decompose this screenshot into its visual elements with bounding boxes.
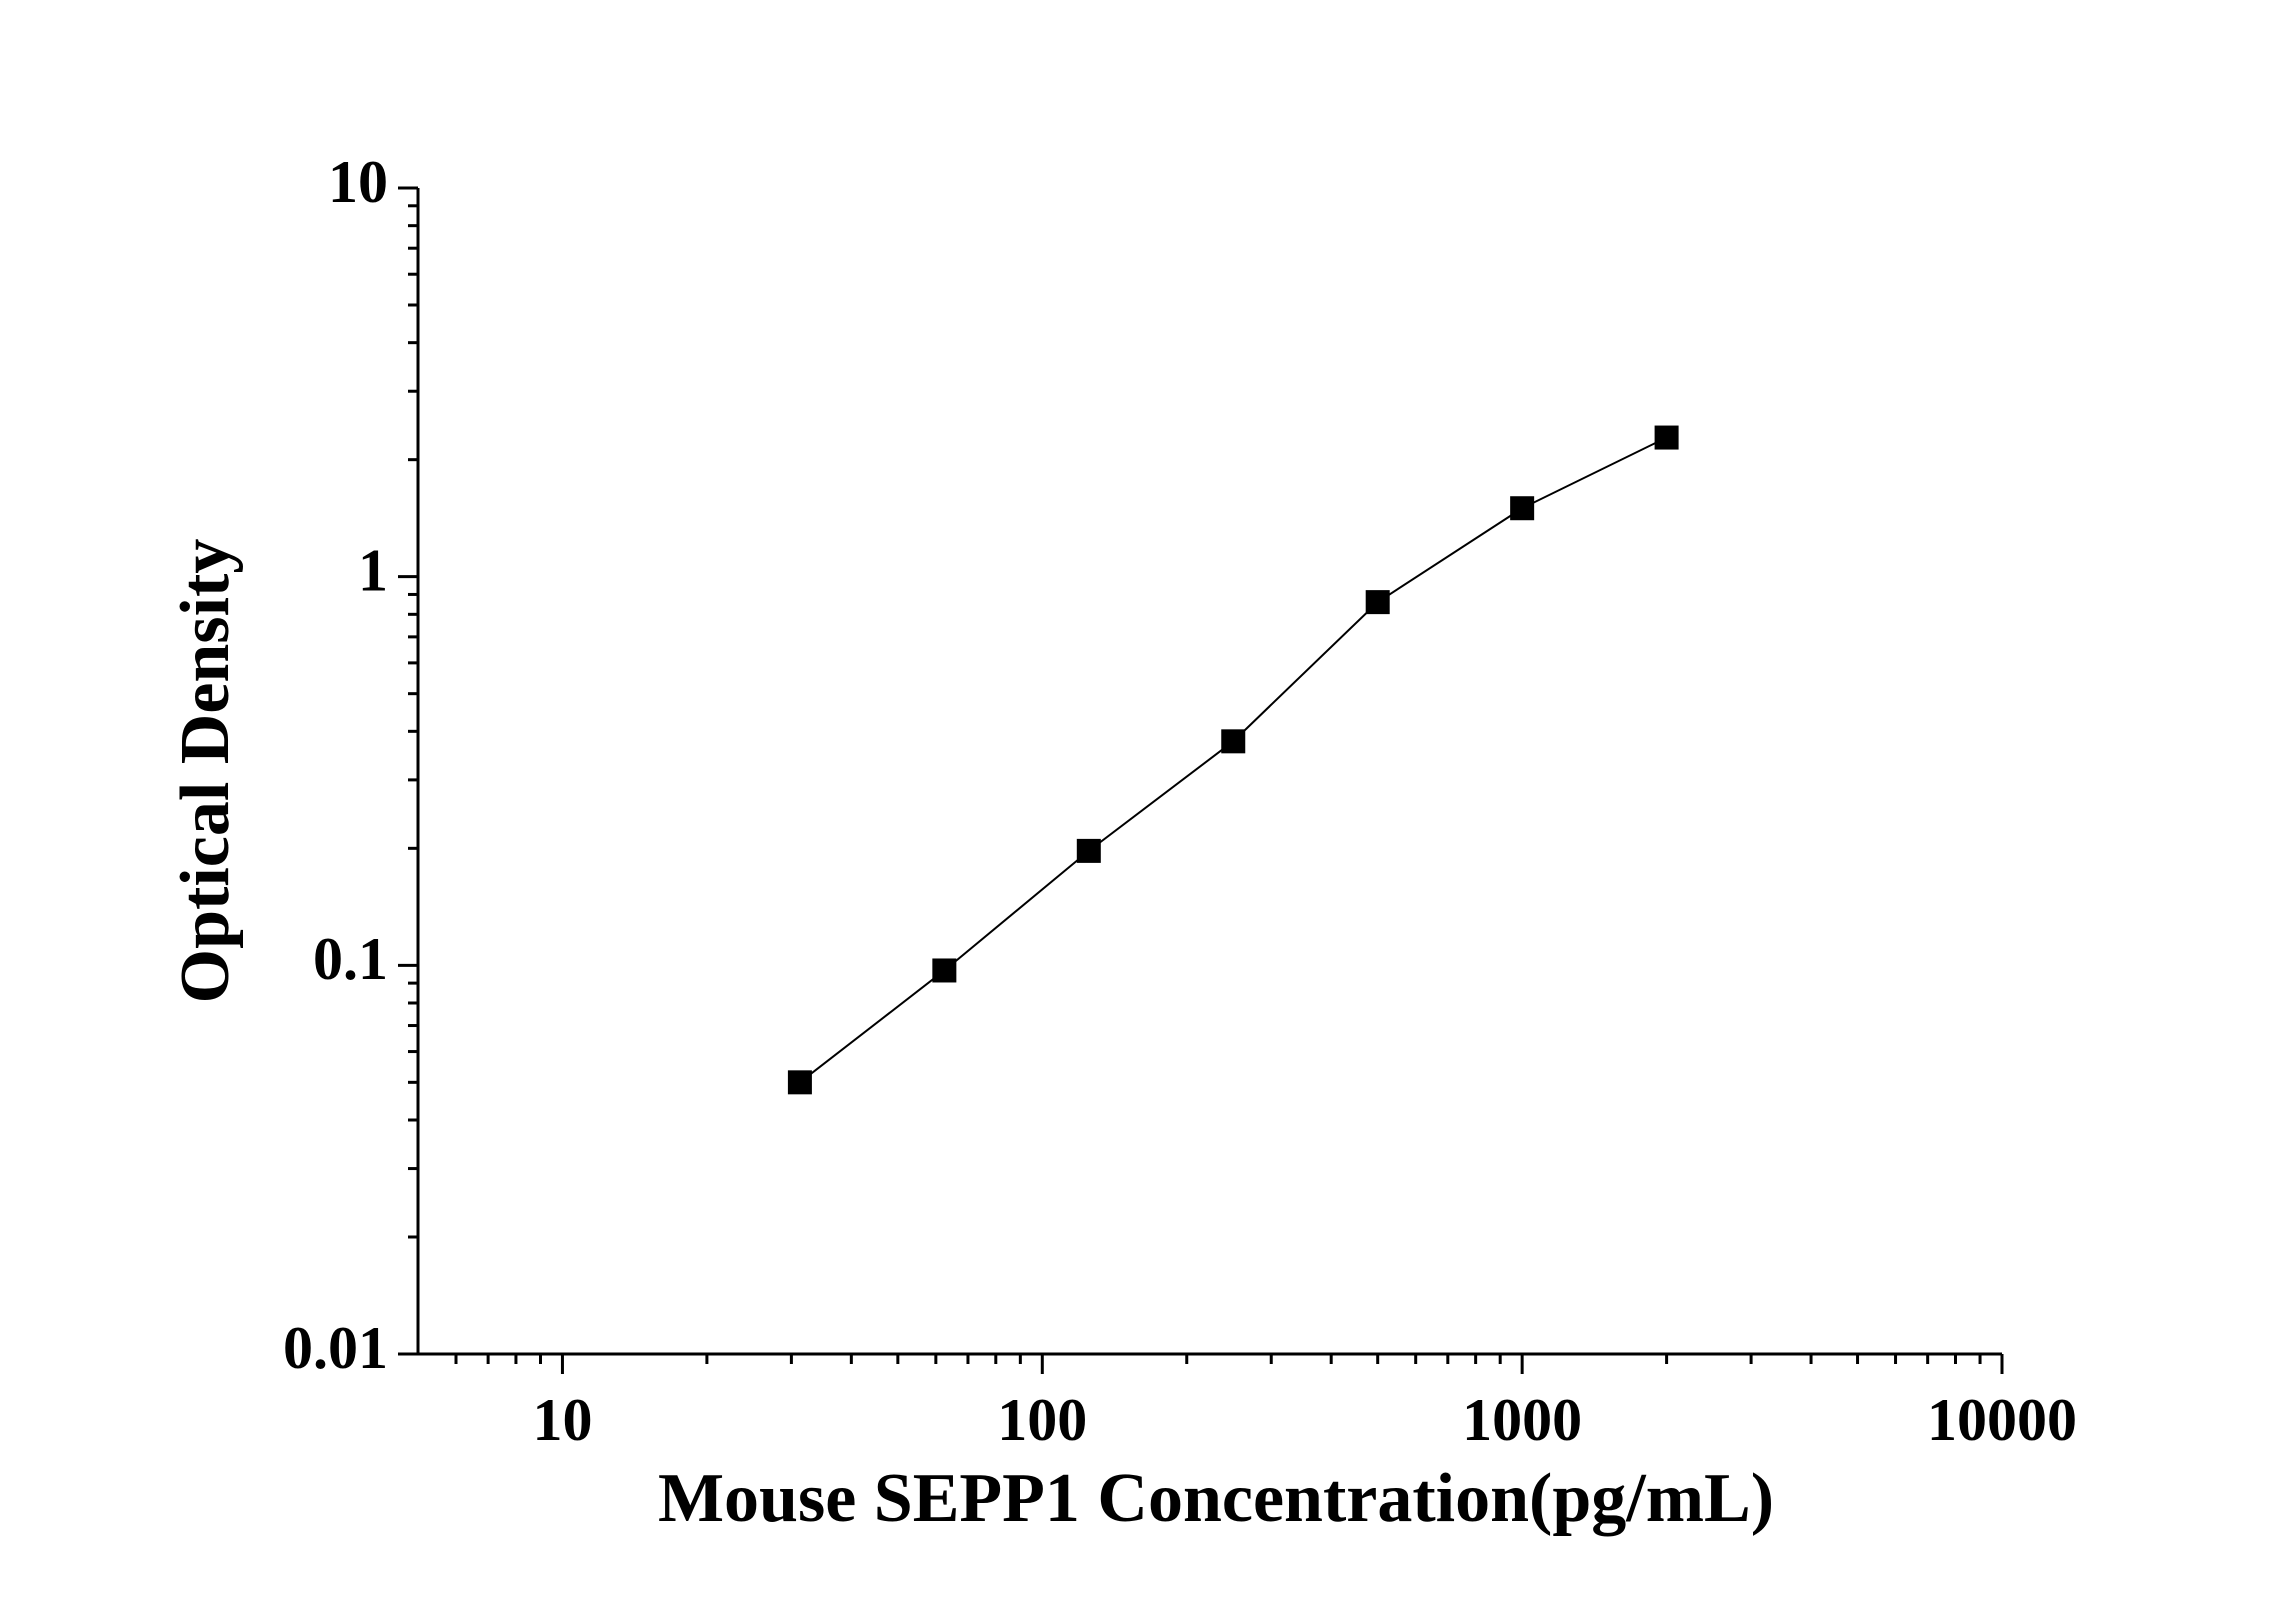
marker (1510, 496, 1535, 521)
x-tick-label: 100 (997, 1387, 1087, 1453)
x-axis-title: Mouse SEPP1 Concentration(pg/mL) (658, 1460, 1774, 1537)
y-tick-label: 1 (358, 537, 388, 603)
x-tick-label: 10 (532, 1387, 592, 1453)
x-tick-label: 10000 (1927, 1387, 2077, 1453)
x-tick-label: 1000 (1462, 1387, 1582, 1453)
marker (787, 1070, 812, 1095)
marker (932, 958, 957, 983)
y-tick-label: 0.01 (283, 1315, 388, 1381)
y-tick-label: 0.1 (313, 926, 388, 992)
marker (1365, 590, 1390, 615)
y-axis-title: Optical Density (167, 539, 244, 1004)
marker (1076, 838, 1101, 863)
marker (1654, 425, 1679, 450)
marker (1221, 729, 1246, 754)
y-tick-label: 10 (328, 149, 388, 215)
